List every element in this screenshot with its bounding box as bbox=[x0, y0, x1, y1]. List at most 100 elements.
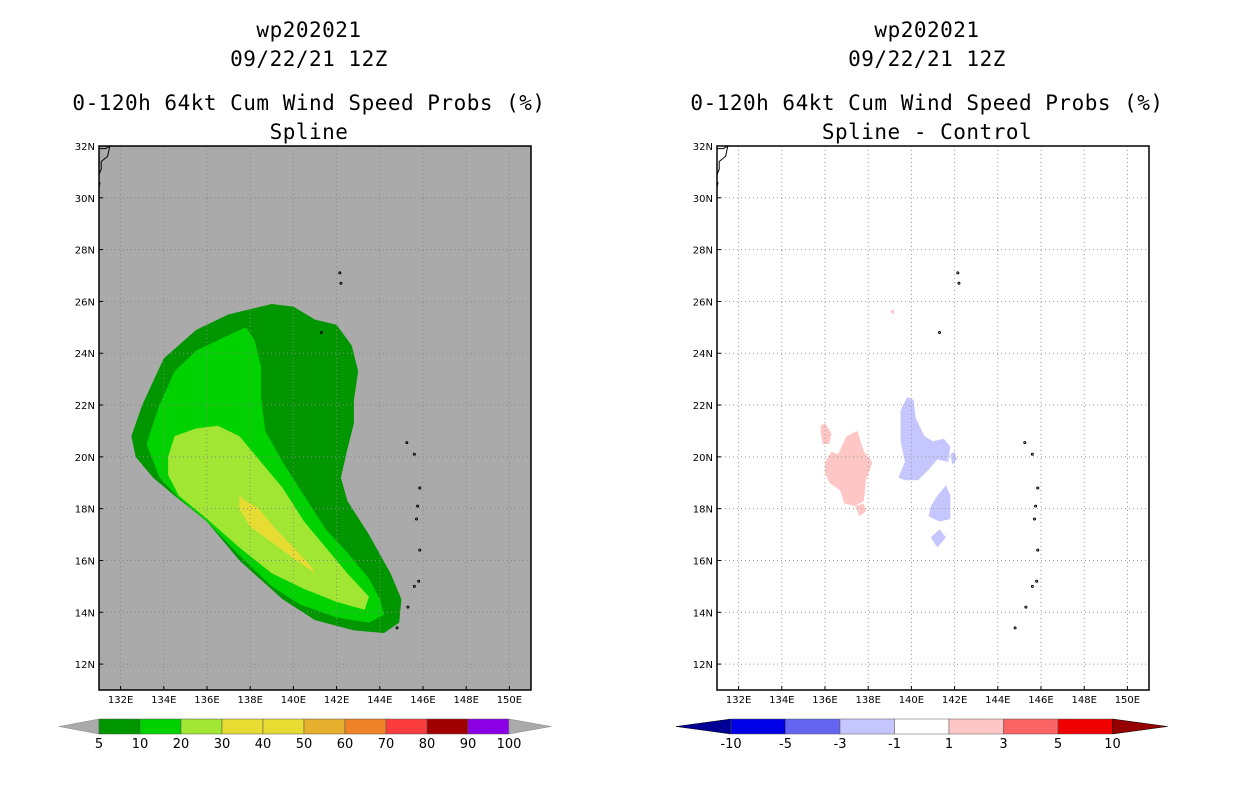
y-tick-label: 22N bbox=[75, 401, 95, 412]
y-tick-label: 32N bbox=[693, 142, 713, 153]
colorbar-end-right bbox=[508, 718, 552, 735]
colorbar-label: 10 bbox=[1104, 737, 1121, 752]
colorbar-label: 1 bbox=[945, 737, 953, 752]
island bbox=[418, 486, 422, 490]
island bbox=[937, 331, 941, 335]
colorbar-segment bbox=[467, 718, 510, 735]
colorbar-segment bbox=[344, 718, 387, 735]
island bbox=[406, 605, 410, 609]
gridlines bbox=[717, 146, 1149, 690]
negative-diff-region bbox=[928, 485, 951, 522]
x-tick-label: 140E bbox=[899, 695, 924, 706]
y-tick-label: 28N bbox=[75, 246, 95, 257]
colorbar-label: 5 bbox=[95, 737, 103, 752]
y-tick-label: 18N bbox=[75, 505, 95, 516]
colorbar-segment bbox=[221, 718, 264, 735]
positive-diff-region bbox=[855, 503, 866, 517]
contour-30pct bbox=[239, 495, 315, 574]
y-tick-label: 14N bbox=[75, 608, 95, 619]
island bbox=[412, 452, 416, 456]
y-tick-label: 18N bbox=[693, 505, 713, 516]
positive-diff-region bbox=[889, 309, 895, 315]
island bbox=[417, 579, 421, 583]
colorbar-segment bbox=[1057, 718, 1113, 735]
negative-diff-region bbox=[950, 451, 957, 465]
colorbar-label: 40 bbox=[255, 737, 272, 752]
datetime-label: 09/22/21 12Z bbox=[230, 47, 388, 71]
colorbar-label: 3 bbox=[999, 737, 1007, 752]
colorbar-label: 50 bbox=[296, 737, 313, 752]
y-tick-label: 32N bbox=[75, 142, 95, 153]
y-tick-label: 16N bbox=[693, 556, 713, 567]
colorbar-segment bbox=[839, 718, 895, 735]
y-tick-label: 24N bbox=[75, 349, 95, 360]
colorbar-segment bbox=[139, 718, 182, 735]
chart-title: 0-120h 64kt Cum Wind Speed Probs (%) bbox=[690, 91, 1164, 115]
x-tick-label: 136E bbox=[194, 695, 219, 706]
gridlines bbox=[99, 146, 531, 690]
y-tick-label: 28N bbox=[693, 246, 713, 257]
x-tick-label: 138E bbox=[855, 695, 880, 706]
colorbar-segment bbox=[894, 718, 950, 735]
kyushu-coastline bbox=[716, 144, 729, 175]
colorbar-label: 60 bbox=[337, 737, 354, 752]
y-tick-label: 14N bbox=[693, 608, 713, 619]
island bbox=[338, 271, 342, 275]
colorbar-segment bbox=[785, 718, 841, 735]
contour-20pct bbox=[168, 425, 369, 610]
island bbox=[956, 271, 960, 275]
island bbox=[415, 517, 419, 521]
island bbox=[405, 441, 409, 445]
x-tick-label: 140E bbox=[281, 695, 306, 706]
colorbar-segment bbox=[426, 718, 469, 735]
colorbar-segment bbox=[180, 718, 223, 735]
colorbar-label: -3 bbox=[834, 737, 847, 752]
colorbar-label: 10 bbox=[132, 737, 149, 752]
island bbox=[1030, 452, 1034, 456]
storm-id-label: wp202021 bbox=[256, 18, 362, 42]
negative-diff-region bbox=[930, 529, 946, 548]
island bbox=[1036, 548, 1040, 552]
colorbar-end-right bbox=[1112, 718, 1168, 735]
colorbar-label: 20 bbox=[173, 737, 190, 752]
chart-title: 0-120h 64kt Cum Wind Speed Probs (%) bbox=[72, 91, 546, 115]
colorbar-label: 100 bbox=[497, 737, 522, 752]
plot-frame bbox=[716, 145, 1150, 691]
right-panel: wp202021 09/22/21 12Z 0-120h 64kt Cum Wi… bbox=[618, 0, 1236, 800]
kyushu-coastline bbox=[98, 144, 111, 175]
x-tick-label: 136E bbox=[812, 695, 837, 706]
y-tick-label: 12N bbox=[693, 660, 713, 671]
y-tick-label: 16N bbox=[75, 556, 95, 567]
colorbar-segment bbox=[948, 718, 1004, 735]
plot-background bbox=[717, 146, 1149, 690]
island bbox=[1024, 605, 1028, 609]
colorbar-label: 30 bbox=[214, 737, 231, 752]
x-tick-label: 138E bbox=[237, 695, 262, 706]
island bbox=[1033, 517, 1037, 521]
y-tick-label: 24N bbox=[693, 349, 713, 360]
colorbar-segment bbox=[262, 718, 305, 735]
island bbox=[319, 331, 323, 335]
colorbar-label: -5 bbox=[779, 737, 792, 752]
x-tick-label: 146E bbox=[410, 695, 435, 706]
colorbar-segment bbox=[1003, 718, 1059, 735]
datetime-label: 09/22/21 12Z bbox=[848, 47, 1006, 71]
colorbar-label: 80 bbox=[419, 737, 436, 752]
positive-diff-region bbox=[820, 423, 832, 444]
y-tick-label: 30N bbox=[75, 194, 95, 205]
colorbar-label: 70 bbox=[378, 737, 395, 752]
y-tick-label: 12N bbox=[75, 660, 95, 671]
x-tick-label: 142E bbox=[324, 695, 349, 706]
colorbar-label: 5 bbox=[1054, 737, 1062, 752]
x-tick-label: 150E bbox=[497, 695, 522, 706]
y-tick-label: 22N bbox=[693, 401, 713, 412]
y-tick-label: 20N bbox=[75, 453, 95, 464]
island bbox=[416, 504, 420, 508]
x-tick-label: 134E bbox=[151, 695, 176, 706]
colorbar-segment bbox=[303, 718, 346, 735]
coastline-islands bbox=[98, 144, 422, 630]
plot-frame bbox=[98, 145, 532, 691]
x-tick-label: 148E bbox=[453, 695, 478, 706]
island bbox=[1023, 441, 1027, 445]
y-tick-label: 20N bbox=[693, 453, 713, 464]
